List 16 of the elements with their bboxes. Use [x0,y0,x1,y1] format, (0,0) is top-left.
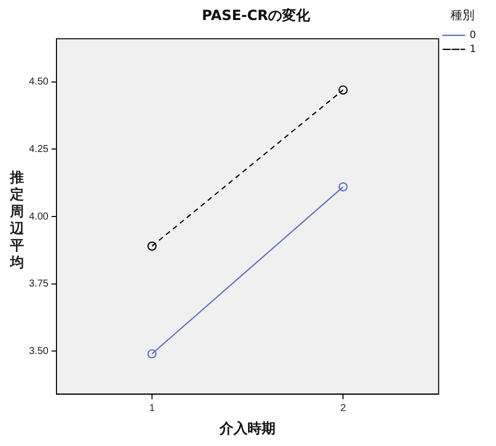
y-tick-label: 3.75 [28,278,49,290]
y-tick-label: 4.50 [28,76,49,88]
legend-label: 0 [470,30,476,41]
y-tick-label: 3.50 [28,346,49,357]
point [338,85,348,95]
legend-title: 種別 [450,8,474,22]
x-axis-title: 介入時期 [218,421,276,438]
y-tick-label: 4.00 [28,211,49,222]
chart-title: PASE-CRの変化 [202,7,312,24]
point [147,349,157,358]
y-axis-title: 推定周辺平均 [8,170,25,272]
point [338,182,348,192]
x-tick-label: 2 [340,402,346,414]
legend-label: 1 [470,44,476,55]
y-tick-label: 4.25 [28,144,49,155]
point [147,242,157,251]
